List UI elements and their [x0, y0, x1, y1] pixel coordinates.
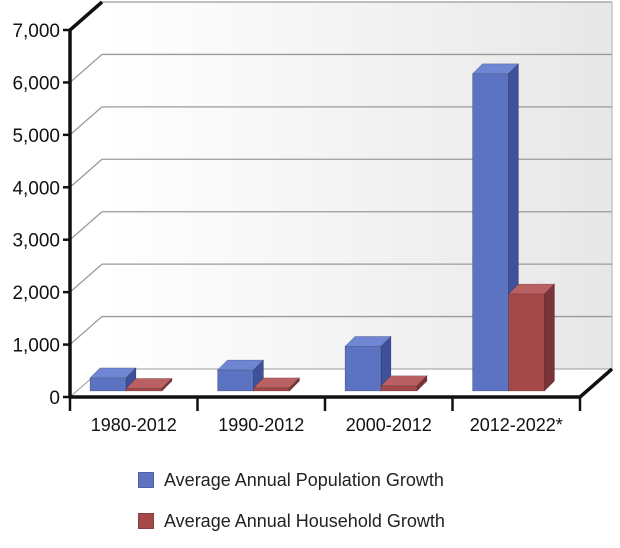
chart-container: 0 1,000 2,000 3,000 4,000 5,000 6,000 7,000 198…	[12, 0, 614, 531]
gridline	[69, 263, 612, 293]
gridline	[69, 53, 612, 83]
gridline	[69, 315, 612, 346]
legend-item-population: Average Annual Population Growth	[138, 466, 598, 494]
bar-household-0	[125, 377, 173, 392]
bar-front	[380, 385, 418, 392]
left-wall	[70, 2, 102, 397]
x-tick-label: 2000-2012	[346, 415, 432, 435]
legend-swatch-population	[138, 472, 154, 488]
legend-label-household: Average Annual Household Growth	[164, 510, 445, 531]
x-tick-labels: 1980-2012 1990-2012 2000-2012 2012-2022*	[91, 415, 563, 435]
x-tick-label: 1980-2012	[91, 415, 177, 435]
legend-item-household: Average Annual Household Growth	[138, 507, 598, 535]
y-tick-label: 1,000	[12, 336, 60, 357]
bar-front	[472, 73, 509, 392]
bar-front	[89, 377, 127, 392]
legend-label-population: Average Annual Population Growth	[164, 469, 444, 490]
bar-side	[544, 283, 555, 392]
y-tick-label: 3,000	[12, 231, 60, 252]
bar-population-0	[89, 367, 137, 392]
bar-household-3	[507, 283, 556, 392]
x-tick-label: 2012-2022*	[470, 415, 563, 435]
bar-front	[344, 346, 382, 392]
y-tick-label: 5,000	[12, 126, 60, 147]
gridline	[69, 106, 612, 136]
legend-swatch-household	[138, 513, 154, 529]
gridline	[69, 211, 612, 241]
bar-household-2	[380, 375, 428, 392]
x-tick-label: 1990-2012	[218, 415, 304, 435]
y-tick-labels: 0 1,000 2,000 3,000 4,000 5,000 6,000 7,000	[12, 21, 60, 409]
bar-front	[125, 388, 163, 392]
bar-front	[217, 369, 254, 392]
y-tick-label: 2,000	[12, 283, 60, 304]
bar-front	[253, 387, 290, 392]
bars	[89, 63, 556, 392]
y-tick-label: 7,000	[12, 21, 60, 42]
gridline	[69, 158, 612, 188]
legend: Average Annual Population Growth Average…	[138, 466, 598, 548]
bar-front	[508, 293, 545, 392]
bar-chart: 0 1,000 2,000 3,000 4,000 5,000 6,000 7,000 198…	[12, 0, 614, 435]
y-tick-label: 0	[49, 388, 60, 409]
y-tick-label: 6,000	[12, 73, 60, 94]
axes	[63, 0, 614, 411]
bar-household-1	[252, 377, 301, 392]
bar-population-2	[344, 335, 392, 392]
y-tick-label: 4,000	[12, 178, 60, 199]
